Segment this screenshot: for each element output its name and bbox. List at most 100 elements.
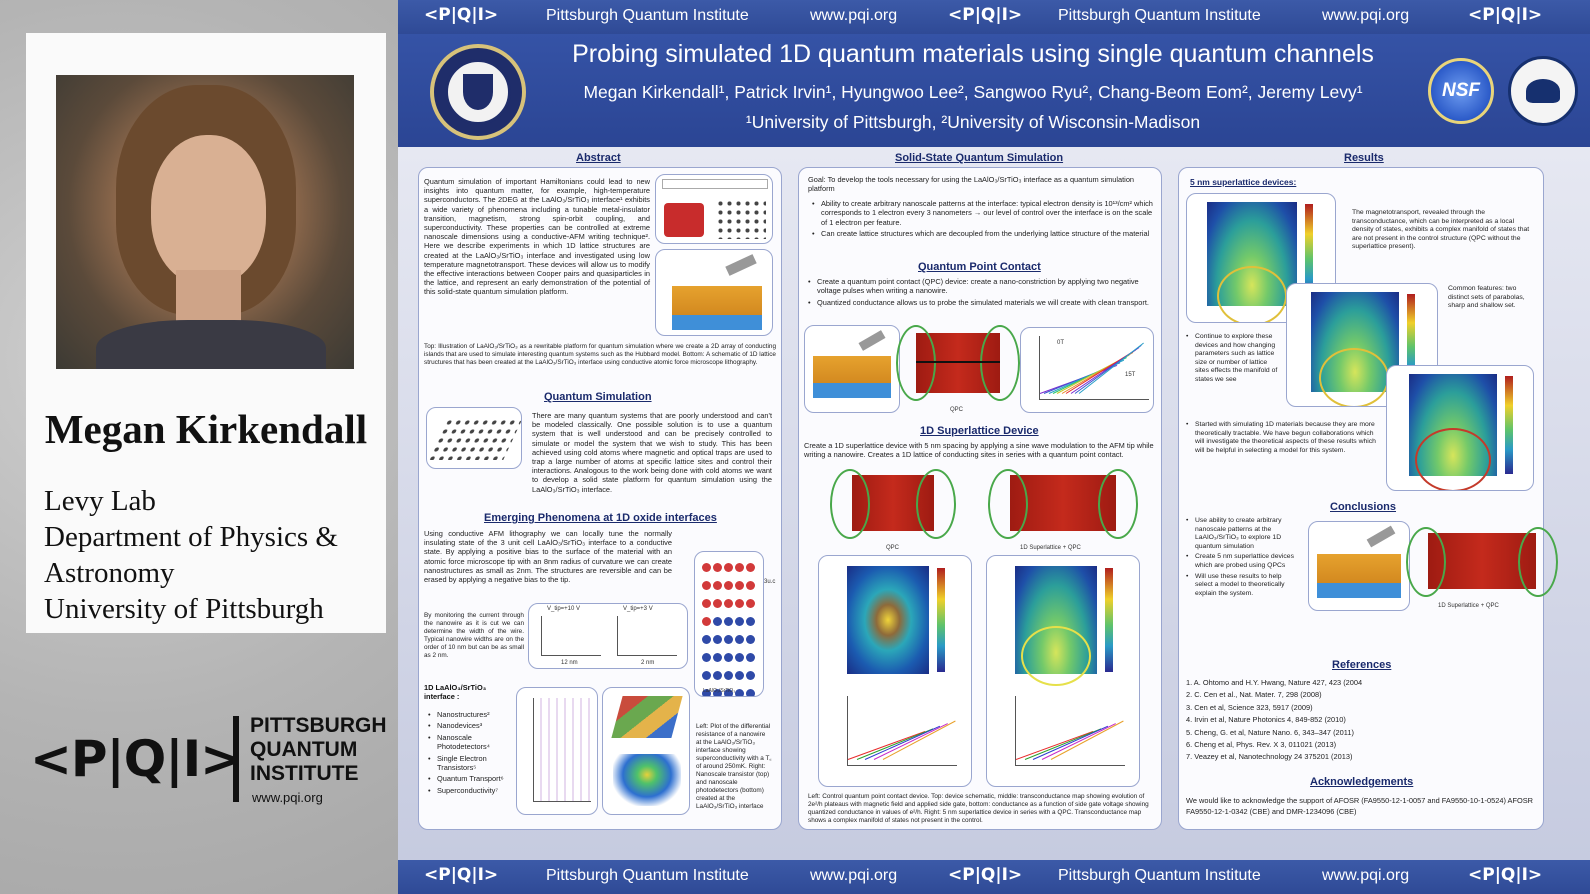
affiliation-line: Levy Lab	[44, 485, 156, 517]
poster-body: Abstract Quantum simulation of important…	[398, 147, 1590, 860]
list-item: Quantized conductance allows us to probe…	[808, 298, 1158, 308]
1d-lattice-device-figure	[655, 249, 773, 336]
transistor-figure	[611, 696, 683, 738]
abstract-heading: Abstract	[576, 152, 621, 164]
crystal-atoms	[701, 560, 761, 696]
reference-item: 3. Cen et al, Science 323, 5917 (2009)	[1186, 702, 1313, 712]
crystal-atom	[713, 599, 722, 608]
crystal-atom	[735, 671, 744, 680]
qpc-schematic	[896, 325, 1020, 401]
conductance-lines	[1039, 336, 1149, 400]
results-text-1: The magnetotransport, revealed through t…	[1352, 209, 1530, 251]
crystal-structure-figure: LaAlO₃/SrTiO₃	[694, 551, 764, 697]
superlattice-transconductance-figure	[986, 555, 1140, 787]
atom-lattice	[427, 418, 521, 460]
plot-line	[1050, 720, 1124, 760]
poster-affiliations: ¹University of Pittsburgh, ²University o…	[745, 112, 1201, 132]
nsf-logo-icon: NSF	[1428, 58, 1494, 124]
banner-url: www.pqi.org	[810, 867, 898, 884]
crystal-label: LaAlO₃/SrTiO₃	[703, 688, 736, 694]
bottom-banner: <P|Q|I> Pittsburgh Quantum Institute www…	[398, 860, 1590, 894]
superlattice-schematic	[988, 469, 1138, 539]
crystal-atom	[746, 581, 755, 590]
transistor-photodetector-figure	[602, 687, 690, 815]
conclusion-device-figure	[1308, 521, 1410, 611]
crystal-atom	[746, 653, 755, 662]
crystal-atom	[746, 635, 755, 644]
acknowledgements-heading: Acknowledgements	[1310, 776, 1414, 788]
conclusions-heading: Conclusions	[1330, 501, 1397, 513]
crystal-atom	[724, 689, 733, 696]
hexagonal-lattice	[716, 199, 766, 239]
crystal-atom	[702, 635, 711, 644]
results-bullet-1: Continue to explore these devices and ho…	[1186, 333, 1278, 387]
pqi-line: QUANTUM	[250, 738, 358, 761]
interface-list: Nanostructures² Nanodevices³ Nanoscale P…	[428, 710, 512, 797]
conclusions-bullets: Use ability to create arbitrary nanoscal…	[1186, 517, 1298, 600]
air-force-seal-icon	[1508, 56, 1578, 126]
list-item: Quantum Transport⁶	[428, 774, 512, 784]
references-heading: References	[1332, 659, 1392, 671]
nsf-logo-text: NSF	[1442, 80, 1480, 101]
results-subheading: 5 nm superlattice devices:	[1190, 177, 1297, 187]
reference-item: 6. Cheng et al, Phys. Rev. X 3, 011021 (…	[1186, 740, 1337, 750]
device-block	[1317, 554, 1401, 598]
cut-plot-left	[541, 616, 601, 656]
crystal-atom	[746, 689, 755, 696]
crystal-atom	[724, 617, 733, 626]
speaker-card: Megan Kirkendall Levy Lab Department of …	[26, 33, 386, 633]
plot-line	[873, 723, 948, 760]
emerging-heading: Emerging Phenomena at 1D oxide interface…	[484, 512, 717, 524]
field-label: 15T	[1125, 372, 1136, 378]
field-label: 0T	[1057, 340, 1065, 346]
banner-name: Pittsburgh Quantum Institute	[546, 7, 749, 24]
pqi-url: www.pqi.org	[252, 790, 323, 805]
banner-mark: <P|Q|I>	[424, 5, 499, 25]
superlattice-conductance-steps	[1015, 696, 1125, 766]
reference-item: 7. Veazey et al, Nanotechnology 24 37520…	[1186, 752, 1353, 762]
qpc-transconductance-map	[847, 566, 929, 674]
affiliation-line: Astronomy	[44, 557, 175, 589]
crystal-atom	[746, 617, 755, 626]
plot-line	[882, 720, 956, 760]
poster: <P|Q|I> Pittsburgh Quantum Institute www…	[398, 0, 1590, 894]
superlattice-transconductance-map	[1015, 566, 1097, 686]
crystal-atom	[724, 635, 733, 644]
superlattice-heading: 1D Superlattice Device	[920, 425, 1039, 437]
solid-state-heading: Solid-State Quantum Simulation	[895, 152, 1064, 164]
crystal-atom	[735, 617, 744, 626]
poster-title: Probing simulated 1D quantum materials u…	[572, 40, 1374, 68]
crystal-atom	[702, 581, 711, 590]
cold-atom-lattice-figure	[426, 407, 522, 469]
references-list: 1. A. Ohtomo and H.Y. Hwang, Nature 427,…	[1186, 677, 1526, 764]
crystal-atom	[702, 689, 711, 696]
solid-state-bullets: Ability to create arbitrary nanoscale pa…	[812, 199, 1156, 241]
banner-url: www.pqi.org	[1322, 867, 1410, 884]
banner-mark: <P|Q|I>	[1468, 865, 1543, 885]
list-item: Can create lattice structures which are …	[812, 229, 1156, 239]
crystal-side-label: 3u.c	[764, 579, 776, 585]
results-bullet-2: Started with simulating 1D materials bec…	[1186, 421, 1376, 457]
crystal-atom	[735, 653, 744, 662]
afm-tip-icon	[858, 330, 886, 351]
pitt-seal-icon	[430, 44, 526, 140]
colorbar	[1407, 294, 1415, 390]
superlattice-text: Create a 1D superlattice device with 5 n…	[804, 441, 1154, 460]
schematic-label: QPC	[886, 545, 900, 551]
list-item: Continue to explore these devices and ho…	[1186, 333, 1278, 385]
poster-header: Probing simulated 1D quantum materials u…	[398, 34, 1590, 147]
crystal-atom	[746, 671, 755, 680]
plot-line	[1078, 342, 1144, 394]
results-heading: Results	[1344, 152, 1384, 164]
list-item: Create 5 nm superlattice devices which a…	[1186, 553, 1298, 570]
crystal-atom	[735, 581, 744, 590]
list-item: Use ability to create arbitrary nanoscal…	[1186, 517, 1298, 551]
qpc-transconductance-figure	[818, 555, 972, 787]
pqi-logo: <P|Q|I> PITTSBURGH QUANTUM INSTITUTE www…	[30, 712, 390, 812]
cut-plot-right	[617, 616, 677, 656]
crystal-atom	[713, 617, 722, 626]
abstract-caption: Top: Illustration of LaAlO₃/SrTiO₃ as a …	[424, 343, 776, 366]
pqi-mark: <P|Q|I>	[30, 730, 242, 788]
pqi-line: PITTSBURGH	[250, 714, 387, 737]
banner-mark: <P|Q|I>	[948, 5, 1023, 25]
